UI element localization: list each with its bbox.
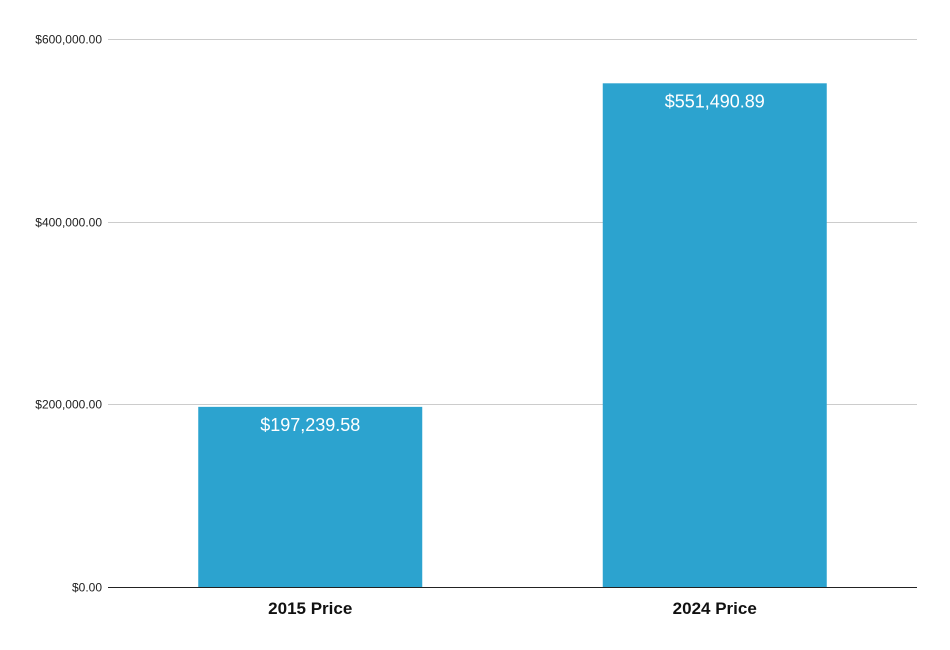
y-axis-ticks: $0.00 $200,000.00 $400,000.00 $600,000.00	[35, 33, 102, 595]
x-tick-label: 2015 Price	[268, 599, 352, 618]
x-axis-ticks: 2015 Price 2024 Price	[268, 599, 757, 618]
y-tick-label: $400,000.00	[35, 216, 102, 230]
bars	[198, 83, 827, 587]
data-labels: $197,239.58 $551,490.89	[260, 91, 765, 435]
data-label: $197,239.58	[260, 415, 360, 435]
data-label: $551,490.89	[665, 91, 765, 111]
x-tick-label: 2024 Price	[673, 599, 757, 618]
bar	[198, 406, 423, 587]
y-tick-label: $200,000.00	[35, 398, 102, 412]
bar	[602, 83, 827, 587]
y-tick-label: $0.00	[72, 581, 102, 595]
y-tick-label: $600,000.00	[35, 33, 102, 47]
